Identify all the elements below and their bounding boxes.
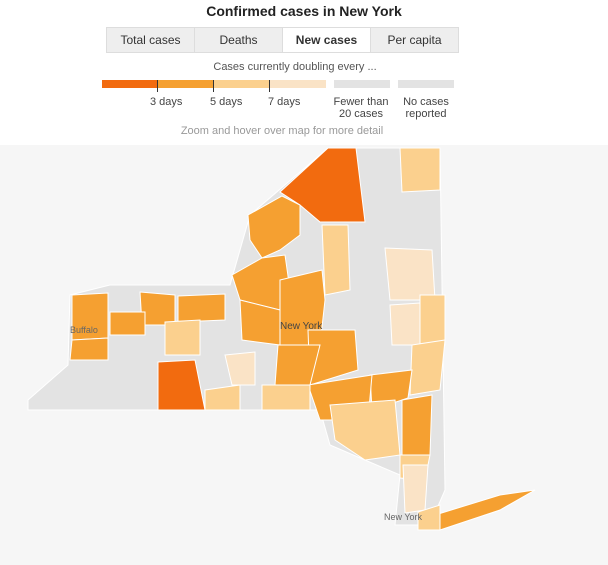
county[interactable] [261,384,311,411]
legend-tick [269,80,270,92]
counties [69,147,536,531]
county[interactable] [399,147,441,193]
county[interactable] [69,337,109,361]
legend-swatch [334,80,390,88]
tab[interactable]: Total cases [107,28,195,52]
hint: Zoom and hover over map for more detail [180,125,384,137]
tab[interactable]: Per capita [371,28,458,52]
tab[interactable]: New cases [283,28,371,52]
county[interactable] [239,299,281,346]
legend-swatch [214,80,270,88]
legend-label: 5 days [210,96,243,108]
county[interactable] [274,344,321,386]
map-label: New York [384,512,423,522]
county[interactable] [177,293,226,323]
county[interactable] [321,224,351,296]
county[interactable] [247,195,301,259]
county[interactable] [329,399,401,461]
county[interactable] [419,294,446,346]
county[interactable] [402,464,429,514]
county[interactable] [384,247,436,301]
county[interactable] [109,311,146,336]
title: Confirmed cases in New York [206,3,402,19]
legend-label: 3 days [150,96,183,108]
legend-swatch [158,80,214,88]
legend-label: 7 days [268,96,301,108]
legend-title: Cases currently doubling every ... [213,61,377,73]
county[interactable] [224,351,256,386]
legend-swatch [398,80,454,88]
legend-tick [213,80,214,92]
legend-label: No cases reported [403,96,449,120]
legend-tick [157,80,158,92]
legend-swatch [270,80,326,88]
county[interactable] [409,339,446,396]
county[interactable] [417,504,441,531]
map[interactable]: Buffalo New York New York [0,145,608,565]
tab[interactable]: Deaths [195,28,283,52]
map-label: New York [280,321,323,332]
county[interactable] [204,384,241,411]
legend-swatch [102,80,158,88]
county[interactable] [389,302,421,346]
legend-label: Fewer than 20 cases [333,96,389,120]
county[interactable] [401,394,433,456]
map-label: Buffalo [70,325,98,335]
tabs: Total cases Deaths New cases Per capita [106,27,459,53]
county[interactable] [164,319,201,356]
